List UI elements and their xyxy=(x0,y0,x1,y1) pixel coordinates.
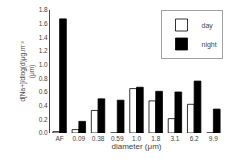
svg-text:night: night xyxy=(202,41,217,49)
svg-text:AF: AF xyxy=(55,135,63,142)
svg-text:6.2: 6.2 xyxy=(190,135,199,142)
svg-text:diameter (μm): diameter (μm) xyxy=(112,142,162,151)
svg-text:1.0: 1.0 xyxy=(132,135,141,142)
svg-text:0.38: 0.38 xyxy=(92,135,105,142)
svg-text:0.2: 0.2 xyxy=(39,116,48,123)
svg-text:1.8: 1.8 xyxy=(151,135,160,142)
svg-text:0.8: 0.8 xyxy=(39,75,48,82)
svg-text:0.0: 0.0 xyxy=(39,129,48,136)
svg-text:1.4: 1.4 xyxy=(39,34,48,41)
svg-text:0.4: 0.4 xyxy=(39,102,48,109)
svg-text:0.09: 0.09 xyxy=(73,135,86,142)
svg-text:1.2: 1.2 xyxy=(39,47,48,54)
svg-text:day: day xyxy=(202,22,214,30)
svg-text:d[Na+]/dlog(d)μg.m⁻³(μm): d[Na+]/dlog(d)μg.m⁻³(μm) xyxy=(19,41,35,102)
svg-text:1.8: 1.8 xyxy=(39,6,48,13)
svg-text:1.0: 1.0 xyxy=(39,61,48,68)
svg-text:0.59: 0.59 xyxy=(111,135,124,142)
svg-text:3.1: 3.1 xyxy=(170,135,179,142)
svg-text:0.6: 0.6 xyxy=(39,88,48,95)
svg-text:9.9: 9.9 xyxy=(209,135,218,142)
svg-text:1.6: 1.6 xyxy=(39,20,48,27)
